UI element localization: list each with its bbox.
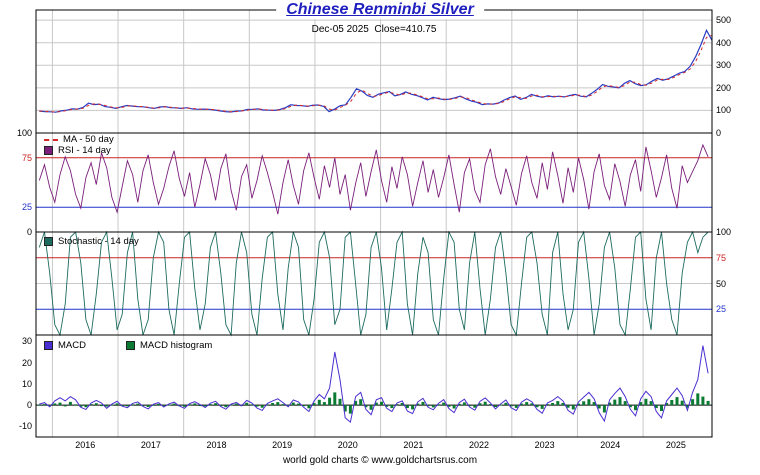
macd-marker-icon <box>44 341 53 350</box>
rsi-line <box>38 143 709 215</box>
price-close-annotation: Dec-05 2025 Close=410.75 <box>311 24 437 35</box>
rsi-panel-frame <box>35 132 713 233</box>
legend-ma50-label: MA - 50 day <box>63 134 114 145</box>
stochastic-marker-icon <box>44 237 53 246</box>
legend-rsi-label: RSI - 14 day <box>58 145 111 156</box>
legend-macd: MACD <box>44 340 86 351</box>
legend-stochastic-label: Stochastic - 14 day <box>58 236 139 247</box>
ma-line-marker-icon <box>44 138 58 141</box>
macd-histogram-marker-icon <box>126 341 135 350</box>
macd-histogram <box>37 392 710 414</box>
legend-macd-histogram: MACD histogram <box>126 340 212 351</box>
ma50-line <box>39 34 713 113</box>
legend-stochastic: Stochastic - 14 day <box>44 236 139 247</box>
rsi-marker-icon <box>44 146 53 155</box>
legend-rsi: RSI - 14 day <box>44 145 111 156</box>
footer-credit: world gold charts © www.goldchartsrus.co… <box>282 455 478 466</box>
legend-ma50: MA - 50 day <box>44 134 114 145</box>
legend-macd-histogram-label: MACD histogram <box>140 340 213 351</box>
macd-panel-frame <box>35 334 713 438</box>
page-title: Chinese Renminbi Silver <box>276 1 484 19</box>
stochastic-line <box>38 230 709 337</box>
macd-line <box>39 345 709 424</box>
legend-macd-label: MACD <box>58 340 86 351</box>
